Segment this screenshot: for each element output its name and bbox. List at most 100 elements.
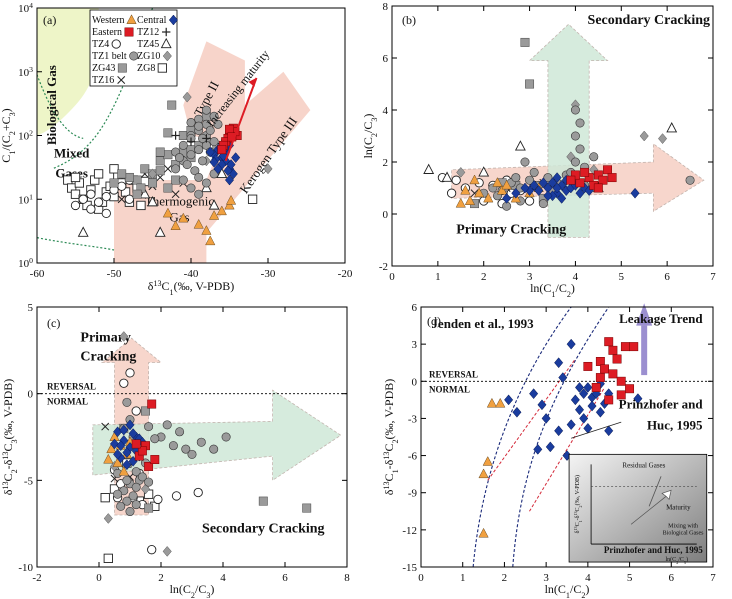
data-point-western xyxy=(474,187,485,198)
y-axis-label: C1/(C2+C3) xyxy=(0,108,17,162)
data-point-eastern xyxy=(147,399,157,409)
data-point-tz16 xyxy=(171,190,180,199)
data-point-tz4 xyxy=(101,208,111,219)
data-point-tz16 xyxy=(117,195,126,204)
primary-cracking-label: Primary xyxy=(80,331,131,346)
biological-gas-label: Biological Gas xyxy=(44,65,59,145)
data-point-central xyxy=(122,447,132,458)
data-point-tz1-belt xyxy=(685,175,695,185)
y-tick-label: 6 xyxy=(383,53,389,65)
data-point-tz1-belt xyxy=(113,489,123,499)
data-point-western xyxy=(501,179,512,190)
data-point-tz4 xyxy=(86,189,96,199)
data-point-tz1-belt xyxy=(178,140,188,150)
y-tick-label: 102 xyxy=(18,128,33,143)
x-tick-label: 4 xyxy=(573,271,579,283)
axis-label-part: C xyxy=(1,444,15,452)
plot-frame xyxy=(36,306,348,568)
x-tick-label: 4 xyxy=(220,572,226,584)
axis-label-part: C xyxy=(0,155,13,163)
axis-label-part: δ xyxy=(1,489,15,495)
data-point-tz1-belt xyxy=(194,189,204,199)
tick-exponent: 0 xyxy=(29,256,33,265)
x-tick-label: -20 xyxy=(338,268,353,280)
x-tick-label: -60 xyxy=(30,268,45,280)
x-tick-label: 0 xyxy=(389,271,395,283)
axis-label-part: 1 xyxy=(578,520,583,522)
axis-label-part: δ xyxy=(148,279,154,293)
data-point-central xyxy=(595,406,605,418)
data-point-zg10 xyxy=(162,546,172,557)
data-point-zg8 xyxy=(109,164,119,174)
x-tick-label: 3 xyxy=(527,271,533,283)
axis-label-part: 13 xyxy=(573,511,578,515)
data-point-central xyxy=(125,419,135,431)
y-tick-label: 0 xyxy=(412,376,418,388)
data-point-tz4 xyxy=(117,181,127,191)
data-point-central xyxy=(213,163,223,175)
data-point-central xyxy=(512,406,522,418)
data-point-central xyxy=(554,425,564,437)
data-point-central xyxy=(122,459,132,471)
axis-label-part: 2 xyxy=(191,591,195,599)
data-point-zg10 xyxy=(658,133,668,144)
prinzhofer-label: Huc, 1995 xyxy=(647,418,703,433)
data-point-tz45 xyxy=(147,196,158,207)
x-axis-label: δ13C1(‰, V-PDB) xyxy=(148,279,235,297)
axis-label-part: 3 xyxy=(684,560,686,565)
axis-label-part: /C xyxy=(195,582,206,596)
data-point-tz4 xyxy=(124,194,135,204)
data-point-tz1-belt xyxy=(543,173,553,183)
panel-label-d: (d) xyxy=(427,314,441,328)
data-point-tz1-belt xyxy=(168,441,178,451)
data-point-zg10 xyxy=(140,483,151,495)
axis-label-part: 3 xyxy=(10,439,19,443)
data-point-eastern xyxy=(137,446,147,456)
data-point-western xyxy=(495,397,506,408)
data-point-western xyxy=(201,225,212,235)
panel-d: REVERSAL NORMAL Jenden et al., 1993 Leakage… xyxy=(382,302,717,599)
data-point-tz4 xyxy=(93,197,104,207)
data-point-eastern xyxy=(570,170,580,180)
y-axis-label: δ13C1-δ13C2(‰, V-PDB) xyxy=(382,379,400,496)
background-fields xyxy=(37,8,311,263)
axis-label-part: (‰, V-PDB) xyxy=(574,475,581,505)
data-point-western xyxy=(225,194,237,205)
x-tick-label: 7 xyxy=(710,271,716,283)
x-axis-label: ln(C1/C2) xyxy=(545,582,590,599)
axis-label-part: C xyxy=(1,473,15,481)
data-point-western xyxy=(478,527,489,538)
inset-mixing-label: Biological Gases xyxy=(663,530,704,536)
inset-maturity-arrow xyxy=(630,489,672,525)
callout-line xyxy=(571,421,622,439)
data-point-tz1-belt xyxy=(190,166,200,176)
data-point-central xyxy=(231,152,241,163)
data-point-zg8 xyxy=(93,169,104,179)
thermogenic-field xyxy=(114,41,311,263)
legend-marker-western xyxy=(126,14,137,24)
inset-x-label: ln(C2/C3) xyxy=(666,556,688,565)
data-point-zg43 xyxy=(117,169,127,179)
data-point-zg8 xyxy=(63,175,73,185)
data-point-central xyxy=(537,399,547,411)
data-point-central xyxy=(545,441,555,453)
data-point-central xyxy=(543,190,553,202)
data-point-tz4 xyxy=(70,200,81,211)
data-point-tz1-belt xyxy=(511,173,521,183)
data-point-zg43 xyxy=(525,79,535,89)
data-point-zg8 xyxy=(70,189,81,199)
data-point-tz1-belt xyxy=(175,427,185,437)
data-point-zg8 xyxy=(100,493,110,503)
axis-label-part: -δ xyxy=(575,515,581,520)
axis-label-part: C xyxy=(575,522,581,526)
x-tick-label: 5 xyxy=(619,271,625,283)
x-tick-label: 2 xyxy=(158,572,164,584)
data-point-western xyxy=(496,184,508,195)
legend-marker-zg8 xyxy=(157,63,167,73)
data-point-tz1-belt xyxy=(205,125,215,135)
data-point-central xyxy=(520,182,530,194)
data-point-tz1-belt xyxy=(187,449,197,459)
axis-label-part: C xyxy=(162,279,170,293)
x-tick-label: 5 xyxy=(627,572,633,584)
data-point-tz1-belt xyxy=(589,152,599,162)
